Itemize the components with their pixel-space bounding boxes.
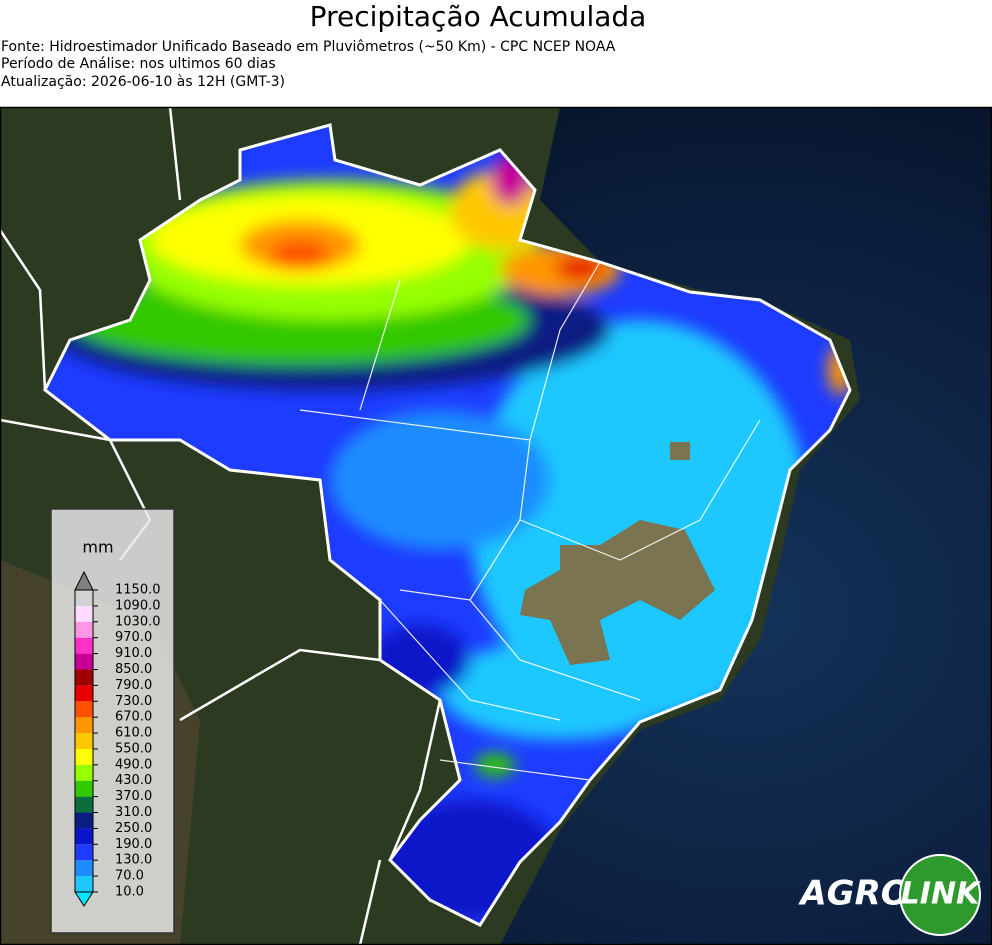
colorbar-segment xyxy=(75,780,93,797)
colorbar-segment xyxy=(75,748,93,765)
colorbar-label: 490.0 xyxy=(115,757,152,772)
colorbar-segment xyxy=(75,590,93,606)
colorbar-label: 790.0 xyxy=(115,678,152,693)
colorbar-segment xyxy=(75,876,93,892)
colorbar-segment xyxy=(75,796,93,813)
state-borders xyxy=(299,261,761,781)
colorbar-label: 1150.0 xyxy=(115,583,161,598)
colorbar: 10.070.0130.0190.0250.0310.0370.0430.049… xyxy=(74,570,161,907)
logo-left: AGRO xyxy=(797,874,909,914)
colorbar-label: 1090.0 xyxy=(115,598,161,613)
colorbar-segment xyxy=(75,701,93,718)
colorbar-segment xyxy=(75,733,93,749)
colorbar-segment xyxy=(75,637,93,654)
colorbar-label: 730.0 xyxy=(115,694,152,709)
info-line: Fonte: Hidroestimador Unificado Baseado … xyxy=(1,39,616,55)
info-line: Período de Análise: nos ultimos 60 dias xyxy=(1,56,276,72)
colorbar-segment xyxy=(75,685,93,702)
colorbar-label: 370.0 xyxy=(115,789,152,804)
colorbar-label: 970.0 xyxy=(115,630,152,645)
title: Precipitação Acumulada xyxy=(309,0,647,33)
colorbar-label: 190.0 xyxy=(115,837,152,852)
colorbar-label: 70.0 xyxy=(115,869,144,884)
colorbar-label: 250.0 xyxy=(115,821,152,836)
colorbar-label: 310.0 xyxy=(115,805,152,820)
colorbar-label: 1030.0 xyxy=(115,614,161,629)
legend-box xyxy=(50,508,175,934)
colorbar-label: 130.0 xyxy=(115,853,152,868)
colorbar-segment xyxy=(75,844,93,861)
colorbar-segment xyxy=(75,717,93,734)
colorbar-label: 670.0 xyxy=(115,710,152,725)
colorbar-label: 430.0 xyxy=(115,773,152,788)
legend-unit: mm xyxy=(82,538,113,557)
colorbar-label: 610.0 xyxy=(115,726,152,741)
colorbar-segment xyxy=(75,764,93,781)
colorbar-segment xyxy=(75,653,93,670)
colorbar-segment xyxy=(75,828,93,845)
colorbar-label: 550.0 xyxy=(115,741,152,756)
logo: AGRO LINK xyxy=(797,854,982,936)
colorbar-segment xyxy=(75,860,93,877)
colorbar-segment xyxy=(75,605,93,622)
colorbar-frame xyxy=(74,589,94,893)
colorbar-segment xyxy=(75,621,93,638)
colorbar-label: 850.0 xyxy=(115,662,152,677)
colorbar-segment xyxy=(75,812,93,829)
logo-right: LINK xyxy=(901,877,982,912)
no-data xyxy=(520,520,715,665)
colorbar-label: 10.0 xyxy=(115,885,144,900)
colorbar-label: 910.0 xyxy=(115,646,152,661)
info-line: Atualização: 2026-06-10 às 12H (GMT-3) xyxy=(1,74,285,90)
colorbar-segment xyxy=(75,669,93,686)
